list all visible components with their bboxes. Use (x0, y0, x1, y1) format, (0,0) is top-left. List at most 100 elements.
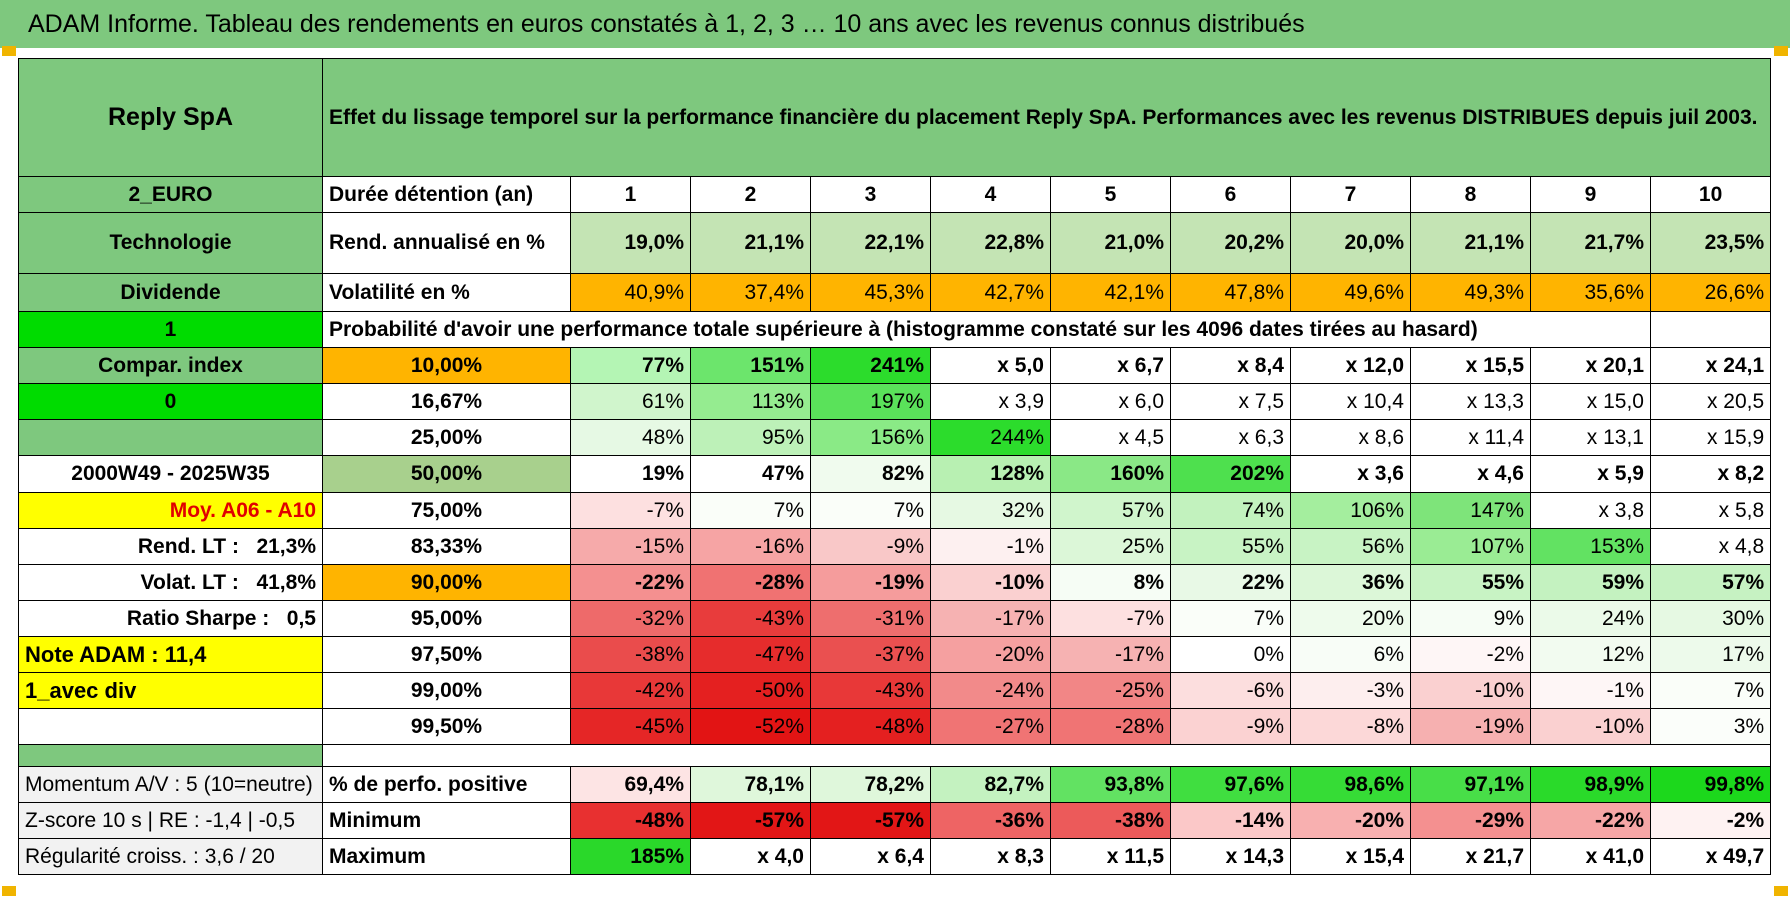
prob-cell: 24% (1530, 600, 1651, 637)
min-cell: -57% (690, 802, 811, 839)
prob-row: Note ADAM : 11,4 97,50% -38% -47% -37% -… (18, 636, 1772, 673)
prob-cell: -43% (810, 672, 931, 709)
prob-pct: 50,00% (322, 455, 571, 493)
sharpe-label: Ratio Sharpe : 0,5 (18, 600, 323, 637)
prob-cell: -1% (930, 528, 1051, 565)
prob-cell: -7% (570, 492, 691, 529)
prob-cell: -47% (690, 636, 811, 673)
prob-cell: x 3,6 (1290, 455, 1411, 493)
maximum-row: Régularité croiss. : 3,6 / 20 Maximum 18… (18, 838, 1772, 875)
sector-label: Technologie (18, 212, 323, 274)
pos-cell: 99,8% (1649, 766, 1772, 803)
year-cell: 9 (1530, 176, 1651, 213)
rend-cell: 20,0% (1290, 212, 1411, 274)
prob-cell: x 13,1 (1530, 419, 1651, 456)
prob-cell: x 6,3 (1170, 419, 1291, 456)
prob-row: Moy. A06 - A10 75,00% -7% 7% 7% 32% 57% … (18, 492, 1772, 529)
prob-cell: -20% (930, 636, 1051, 673)
rend-cell: 21,0% (1050, 212, 1171, 274)
rend-cell: 22,8% (930, 212, 1051, 274)
min-cell: -38% (1050, 802, 1171, 839)
prob-cell: 7% (810, 492, 931, 529)
empty-green-cell (18, 419, 323, 456)
minimum-row-label: Minimum (322, 802, 571, 839)
dividend-label: Dividende (18, 273, 323, 312)
flag-zero-cell: 0 (18, 383, 323, 420)
prob-cell: 6% (1290, 636, 1411, 673)
prob-cell: 151% (690, 347, 811, 384)
prob-cell: -32% (570, 600, 691, 637)
pos-cell: 93,8% (1050, 766, 1171, 803)
sharpe-value: 0,5 (286, 606, 316, 630)
prob-cell: -7% (1050, 600, 1171, 637)
prob-row: 99,50% -45% -52% -48% -27% -28% -9% -8% … (18, 708, 1772, 745)
prob-cell: -22% (570, 564, 691, 601)
compar-index-label: Compar. index (18, 347, 323, 384)
prob-cell: x 24,1 (1649, 347, 1772, 384)
prob-cell: 59% (1530, 564, 1651, 601)
spacer-green (18, 744, 323, 767)
prob-cell: x 4,8 (1649, 528, 1772, 565)
year-cell: 1 (570, 176, 691, 213)
prob-cell: 61% (570, 383, 691, 420)
year-cell: 4 (930, 176, 1051, 213)
prob-pct: 99,50% (322, 708, 571, 745)
positive-row-label: % de perfo. positive (322, 766, 571, 803)
prob-cell: 57% (1649, 564, 1772, 601)
prob-cell: x 5,0 (930, 347, 1051, 384)
table-header-text: Effet du lissage temporel sur la perform… (321, 58, 1772, 177)
prob-cell: 82% (810, 455, 931, 493)
year-cell: 6 (1170, 176, 1291, 213)
prob-cell: 7% (690, 492, 811, 529)
vol-cell: 49,6% (1290, 273, 1411, 312)
prob-cell: 160% (1050, 455, 1171, 493)
vol-cell: 42,1% (1050, 273, 1171, 312)
prob-row: 1_avec div 99,00% -42% -50% -43% -24% -2… (18, 672, 1772, 709)
prob-cell: -31% (810, 600, 931, 637)
rend-cell: 23,5% (1649, 212, 1772, 274)
prob-cell: 77% (570, 347, 691, 384)
avec-div-label: 1_avec div (18, 672, 323, 709)
prob-cell: 95% (690, 419, 811, 456)
moy-label: Moy. A06 - A10 (18, 492, 323, 529)
prob-pct: 75,00% (322, 492, 571, 529)
years-row-label: Durée détention (an) (322, 176, 571, 213)
prob-cell: 202% (1170, 455, 1291, 493)
corner-marker-right (1774, 46, 1788, 56)
prob-cell: x 8,6 (1290, 419, 1411, 456)
prob-cell: -38% (570, 636, 691, 673)
max-cell: x 14,3 (1170, 838, 1291, 875)
year-cell: 10 (1649, 176, 1772, 213)
prob-row: Ratio Sharpe : 0,5 95,00% -32% -43% -31%… (18, 600, 1772, 637)
max-cell: x 49,7 (1649, 838, 1772, 875)
sharpe-caption: Ratio Sharpe : (126, 606, 270, 630)
rend-cell: 21,7% (1530, 212, 1651, 274)
prob-cell: x 4,6 (1410, 455, 1531, 493)
prob-row: Rend. LT : 21,3% 83,33% -15% -16% -9% -1… (18, 528, 1772, 565)
year-cell: 8 (1410, 176, 1531, 213)
prob-pct: 10,00% (322, 347, 571, 384)
prob-cell: 197% (810, 383, 931, 420)
prob-cell: 57% (1050, 492, 1171, 529)
flag-one-cell: 1 (18, 311, 323, 348)
prob-title: Probabilité d'avoir une performance tota… (322, 311, 1651, 348)
prob-cell: 30% (1649, 600, 1772, 637)
prob-row: Volat. LT : 41,8% 90,00% -22% -28% -19% … (18, 564, 1772, 601)
prob-cell: 106% (1290, 492, 1411, 529)
prob-cell: x 4,5 (1050, 419, 1171, 456)
period-label: 2000W49 - 2025W35 (18, 455, 323, 493)
prob-cell: -1% (1530, 672, 1651, 709)
spacer-row (18, 744, 1772, 767)
zscore-label: Z-score 10 s | RE : -1,4 | -0,5 (18, 802, 323, 839)
prob-pct: 95,00% (322, 600, 571, 637)
prob-cell: -50% (690, 672, 811, 709)
prob-cell: x 3,8 (1530, 492, 1651, 529)
rend-row-label: Rend. annualisé en % (322, 212, 571, 274)
prob-cell: -37% (810, 636, 931, 673)
max-cell: x 21,7 (1410, 838, 1531, 875)
prob-cell: -6% (1170, 672, 1291, 709)
prob-cell: x 10,4 (1290, 383, 1411, 420)
prob-pct: 83,33% (322, 528, 571, 565)
note-adam: Note ADAM : 11,4 (18, 636, 323, 673)
vol-cell: 37,4% (690, 273, 811, 312)
